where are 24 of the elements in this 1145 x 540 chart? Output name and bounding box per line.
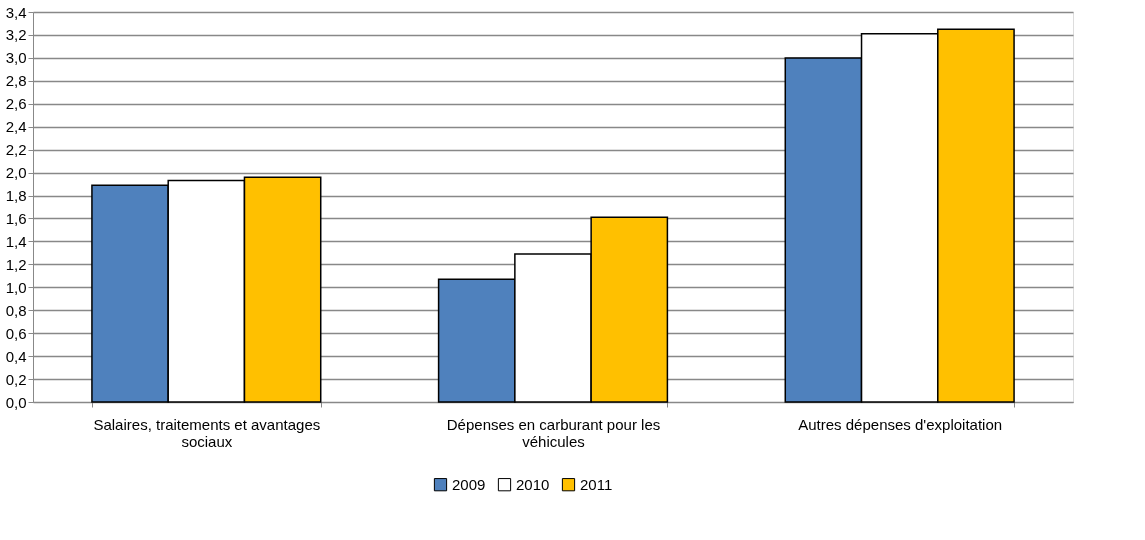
x-tick-label: Autres dépenses d'exploitation — [798, 415, 1003, 433]
legend-label: 2011 — [580, 475, 613, 493]
y-tick-label: 0,2 — [5, 370, 27, 388]
y-tick-label: 2,4 — [5, 118, 27, 136]
y-tick-label: 2,6 — [5, 95, 27, 113]
y-tick-label: 2,8 — [5, 72, 27, 90]
y-tick-label: 0,6 — [5, 324, 27, 342]
legend-label: 2010 — [516, 475, 550, 493]
y-tick-label: 2,2 — [5, 141, 27, 159]
y-tick-label: 0,8 — [5, 301, 27, 319]
y-tick-label: 1,8 — [5, 187, 27, 205]
x-tick-label: Salaires, traitements et avantages sociaux — [93, 415, 321, 450]
y-tick-label: 1,6 — [5, 209, 27, 227]
y-tick-label: 3,0 — [5, 49, 27, 67]
legend-label: 2009 — [452, 475, 486, 493]
x-tick-label: Dépenses en carburant pour les véhicules — [446, 415, 661, 450]
y-tick-label: 2,0 — [5, 164, 27, 182]
y-tick-label: 3,4 — [5, 3, 27, 21]
y-tick-label: 1,0 — [5, 278, 27, 296]
y-tick-label: 0,0 — [5, 393, 27, 411]
y-tick-label: 1,2 — [5, 255, 27, 273]
y-tick-label: 3,2 — [5, 26, 27, 44]
y-tick-label: 1,4 — [5, 232, 27, 250]
y-tick-label: 0,4 — [5, 347, 27, 365]
